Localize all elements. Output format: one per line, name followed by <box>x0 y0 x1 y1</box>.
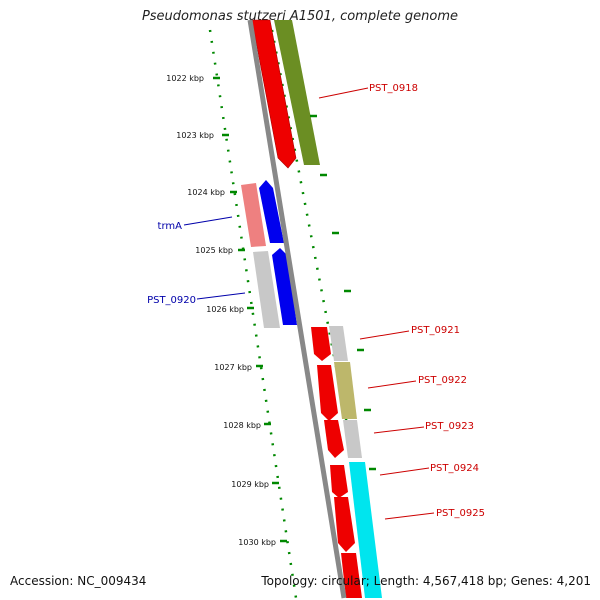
ruler-label: 1023 kbp <box>176 131 214 140</box>
ruler-labels: 1022 kbp 1023 kbp 1024 kbp 1025 kbp 1026… <box>166 74 276 547</box>
cyan-feature[interactable] <box>349 462 382 598</box>
ruler-label: 1022 kbp <box>166 74 204 83</box>
accession-text: Accession: NC_009434 <box>10 574 147 588</box>
cds-feature[interactable] <box>317 365 338 421</box>
gene-label-pst-0920[interactable]: PST_0920 <box>147 295 196 306</box>
map-title: Pseudomonas stutzeri A1501, complete gen… <box>141 9 459 24</box>
cds-alt-feature[interactable] <box>259 180 284 243</box>
gene-label-pst-0925[interactable]: PST_0925 <box>436 508 485 519</box>
gray-feature[interactable] <box>343 420 362 458</box>
trna-feature[interactable] <box>241 183 266 247</box>
genome-stats-text: Topology: circular; Length: 4,567,418 bp… <box>261 574 591 588</box>
feature-layer <box>241 19 382 598</box>
gene-label-pst-0923[interactable]: PST_0923 <box>425 421 474 432</box>
map-backbone <box>247 19 347 599</box>
cds-feature[interactable] <box>251 19 297 169</box>
khaki-feature[interactable] <box>334 362 357 419</box>
gene-label-pst-0922[interactable]: PST_0922 <box>418 375 467 386</box>
cds-feature[interactable] <box>334 497 355 552</box>
gene-label-trma[interactable]: trmA <box>158 221 183 232</box>
ruler-label: 1028 kbp <box>223 421 261 430</box>
ruler-ticks <box>213 76 376 543</box>
ruler-label: 1026 kbp <box>206 305 244 314</box>
tick-track-left <box>208 29 298 599</box>
cds-feature[interactable] <box>330 465 348 498</box>
gene-label-pst-0918[interactable]: PST_0918 <box>369 83 418 94</box>
gray-feature[interactable] <box>329 326 348 361</box>
gray-feature[interactable] <box>253 251 280 328</box>
cds-feature[interactable] <box>311 327 331 361</box>
gene-label-pst-0924[interactable]: PST_0924 <box>430 463 479 474</box>
ruler-label: 1024 kbp <box>187 188 225 197</box>
ruler-label: 1025 kbp <box>195 246 233 255</box>
cds-alt-feature[interactable] <box>272 248 297 325</box>
gene-label-pst-0921[interactable]: PST_0921 <box>411 325 460 336</box>
ruler-label: 1029 kbp <box>231 480 269 489</box>
ruler-label: 1030 kbp <box>238 538 276 547</box>
cds-feature[interactable] <box>324 420 344 458</box>
olive-feature[interactable] <box>274 20 320 165</box>
gene-labels: PST_0918 trmA PST_0920 PST_0921 PST_0922… <box>147 83 485 519</box>
cds-feature[interactable] <box>341 553 362 598</box>
ruler-label: 1027 kbp <box>214 363 252 372</box>
leader-lines <box>183 87 435 520</box>
